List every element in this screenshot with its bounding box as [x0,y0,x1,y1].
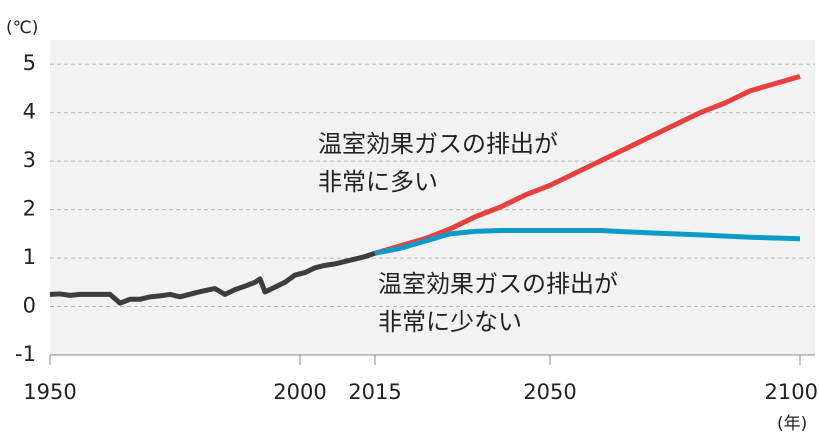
y-unit: (℃) [6,18,38,38]
x-unit: (年) [777,414,807,434]
y-tick-label: 2 [23,197,36,221]
y-tick-label: 0 [23,294,36,318]
y-tick-label: 1 [23,245,36,269]
plot-area [50,40,815,355]
x-tick-label: 2015 [348,380,401,404]
y-tick-label: 3 [23,148,36,172]
x-tick-label: 2050 [523,380,576,404]
x-tick-label: 1950 [23,380,76,404]
series-line [49,250,376,306]
annotation: 非常に少ない [378,308,522,336]
x-tick-label: 2000 [273,380,326,404]
x-tick-label: 2100 [765,380,818,404]
series-line [374,73,801,256]
series-line [374,227,801,256]
annotation: 非常に多い [318,168,438,196]
y-tick-label: 4 [23,100,36,124]
y-tick-label: 5 [23,51,36,75]
annotation: 温室効果ガスの排出が [378,270,618,298]
y-tick-label: -1 [15,342,36,366]
annotation: 温室効果ガスの排出が [318,130,558,158]
